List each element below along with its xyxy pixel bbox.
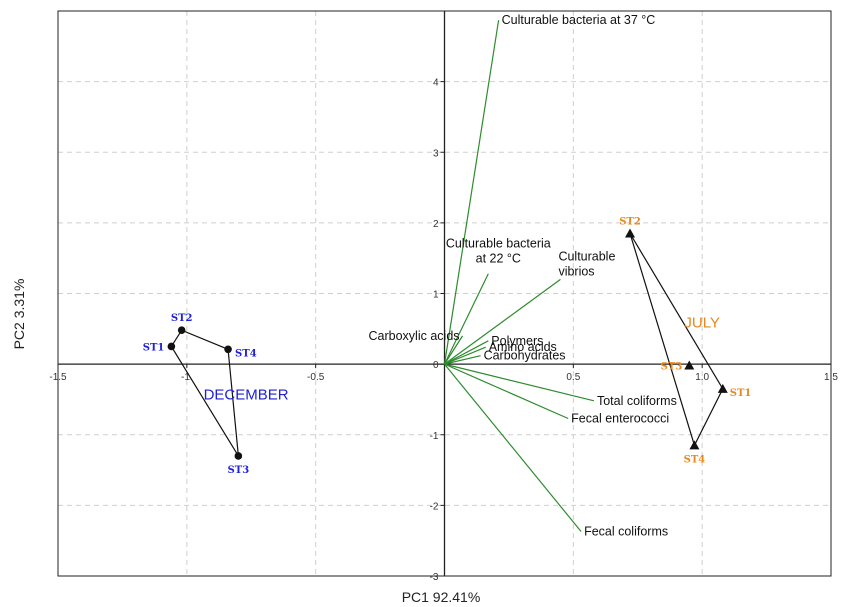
x-tick-label-5: 1.5 (824, 372, 838, 383)
y-tick-label-4: 1 (433, 290, 439, 301)
sample-groups: ST1 ST2 ST4 ST3 DECEMBER ST2 ST3 ST1 ST4 JULY (143, 216, 752, 475)
y-tick-label-5: 2 (433, 219, 439, 230)
y-tick-label-1: -2 (430, 501, 439, 512)
group-label-0: DECEMBER (204, 386, 289, 403)
y-tick-label-0: -3 (430, 572, 439, 583)
vector-label-2-line-0: Culturable (558, 249, 615, 263)
point-label-1-1: ST3 (661, 362, 683, 373)
vector-label-5: Amino acids (489, 340, 557, 354)
point-label-0-1: ST2 (171, 313, 193, 324)
point-1-3 (689, 440, 700, 450)
point-label-1-0: ST2 (619, 216, 641, 227)
point-1-0 (625, 228, 636, 238)
point-label-1-3: ST4 (684, 454, 706, 465)
point-label-0-3: ST3 (228, 465, 250, 476)
y-tick-label-7: 4 (433, 78, 439, 89)
loading-vector-9 (444, 363, 582, 532)
y-axis-title: PC2 3.31% (11, 279, 27, 350)
point-0-1 (177, 326, 186, 335)
vector-label-0: Culturable bacteria at 37 °C (502, 13, 656, 27)
loading-vector-3 (443, 335, 464, 365)
x-tick-label-0: -1.5 (49, 372, 67, 383)
group-label-1: JULY (684, 314, 720, 331)
vector-label-7: Total coliforms (597, 394, 677, 408)
group-hull-1 (629, 233, 724, 447)
vector-label-9: Fecal coliforms (584, 525, 668, 539)
y-tick-label-3: 0 (433, 360, 439, 371)
x-tick-label-1: -1. (181, 372, 193, 383)
x-tick-label-3: 0.5 (566, 372, 580, 383)
vector-label-2-line-1: vibrios (558, 264, 594, 278)
point-0-2 (224, 345, 232, 354)
point-0-0 (167, 342, 176, 351)
y-tick-label-2: -1 (430, 431, 439, 442)
loading-vectors: Culturable bacteria at 37 °C Culturable b… (369, 13, 677, 538)
tick-labels: -1.5 -1. -0.5 0.5 1.0 1.5 -3 -2 -1 0 1 2 3 4 (49, 78, 838, 583)
loading-vector-8 (444, 363, 569, 420)
y-tick-label-6: 3 (433, 148, 439, 159)
loading-vector-0 (443, 20, 500, 365)
loading-vector-4 (444, 340, 489, 365)
x-axis-title: PC1 92.41% (402, 589, 481, 605)
vector-label-3: Carboxylic acids (369, 329, 460, 343)
loading-vector-6 (444, 355, 481, 365)
vector-label-8: Fecal enterococci (571, 412, 669, 426)
loading-vector-2 (444, 278, 561, 365)
point-label-0-2: ST4 (235, 348, 257, 359)
vector-label-1-line-0: Culturable bacteria (446, 237, 551, 251)
point-0-3 (234, 452, 243, 460)
x-tick-label-2: -0.5 (307, 372, 325, 383)
x-tick-label-4: 1.0 (695, 372, 709, 383)
loading-vector-7 (444, 363, 595, 402)
vector-label-4: Polymers (491, 334, 543, 348)
loading-vector-1 (443, 273, 489, 365)
vector-label-1-line-1: at 22 °C (476, 252, 521, 266)
point-label-1-2: ST1 (730, 388, 752, 399)
point-label-0-0: ST1 (143, 342, 165, 353)
point-1-2 (717, 383, 728, 393)
vector-label-6: Carbohydrates (484, 349, 566, 363)
loading-vector-5 (444, 346, 486, 365)
point-1-1 (684, 360, 695, 370)
